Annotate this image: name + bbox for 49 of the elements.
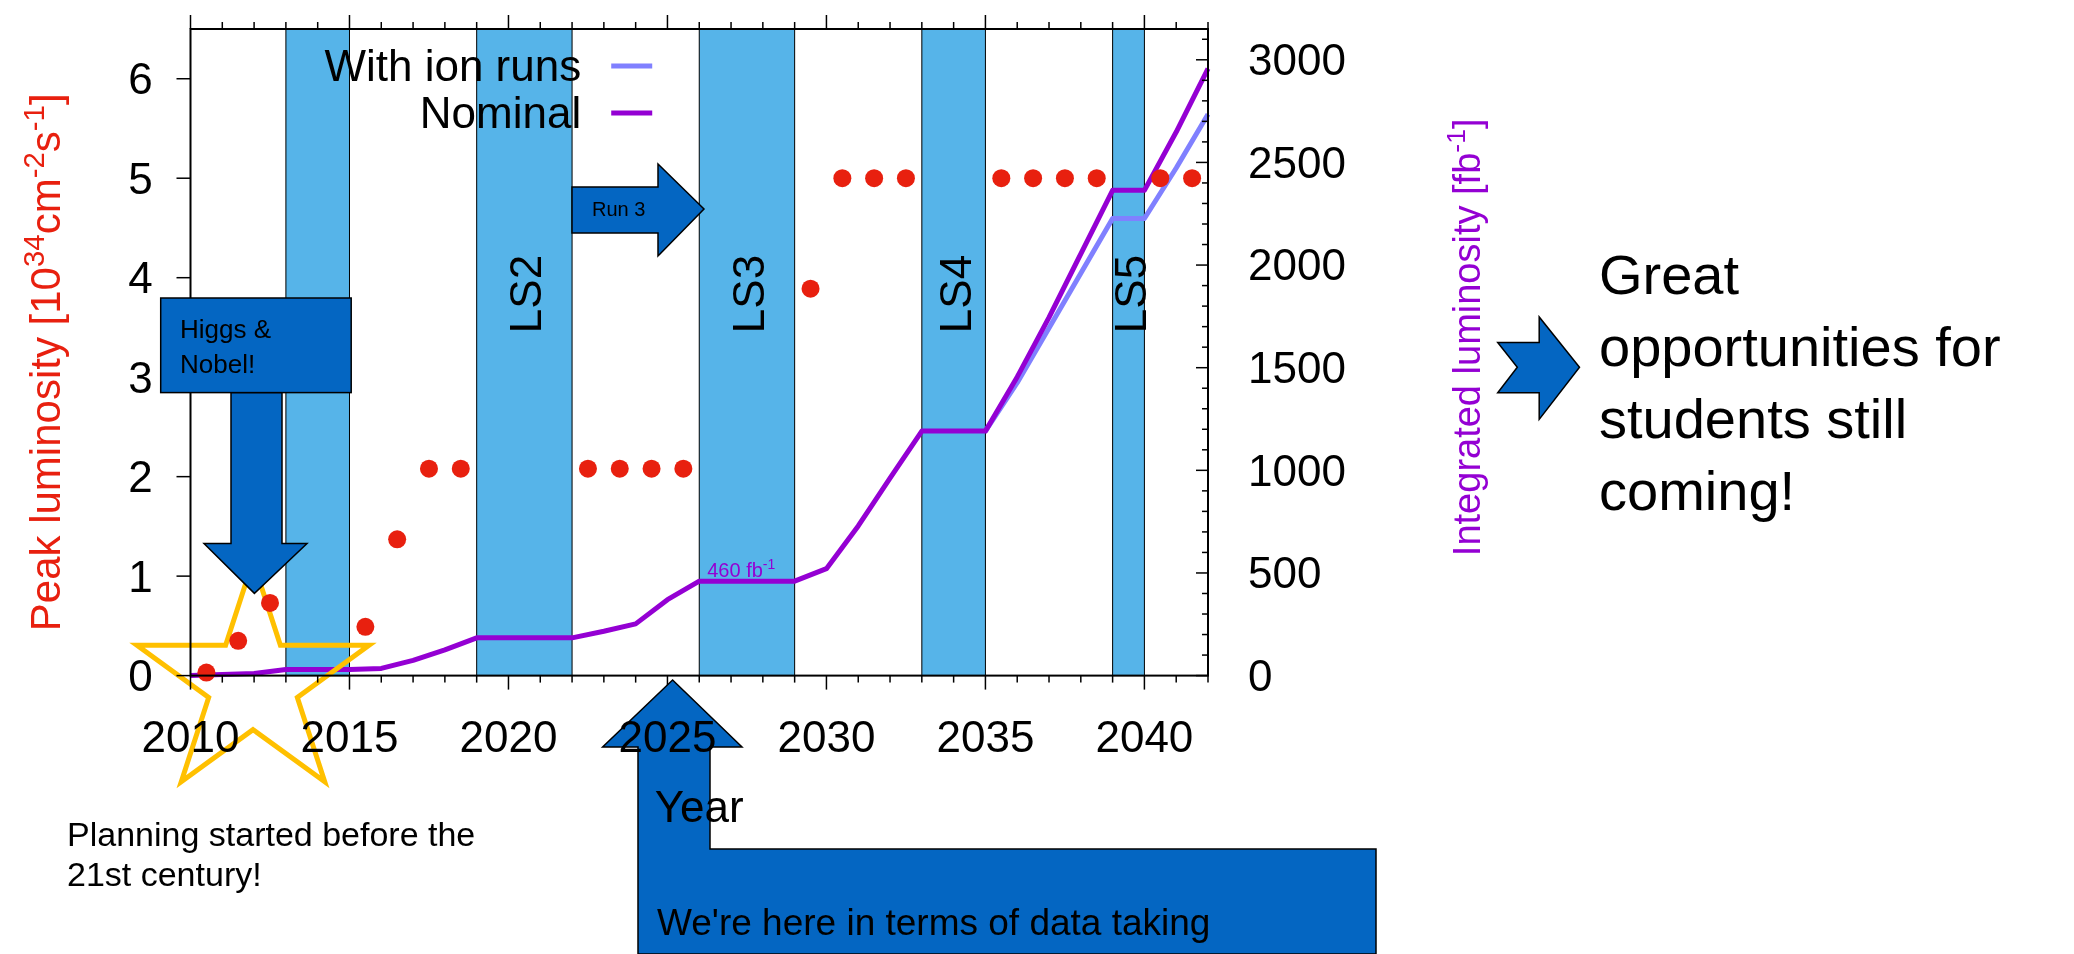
point: [992, 169, 1011, 188]
point: [451, 459, 470, 478]
point: [1151, 169, 1170, 188]
y-tick-label: 6: [128, 54, 153, 104]
point: [419, 459, 438, 478]
x-tick-label: 2040: [1095, 711, 1194, 761]
point: [1055, 169, 1074, 188]
y-tick-label: 2: [128, 452, 153, 502]
x-tick-label: 2020: [459, 711, 558, 761]
y-tick-label: 3: [128, 352, 153, 402]
annotation: Run 3: [592, 198, 646, 220]
point: [674, 459, 693, 478]
y2-tick-label: 500: [1248, 548, 1322, 598]
point: [801, 279, 820, 298]
point: [642, 459, 661, 478]
annotation: Higgs & Nobel!: [180, 314, 272, 379]
band-label: LS4: [930, 254, 980, 334]
y2-tick-label: 1000: [1248, 445, 1346, 495]
point: [1024, 169, 1043, 188]
y2-tick-label: 2000: [1248, 240, 1346, 290]
y-tick-label: 5: [128, 153, 153, 203]
y2-tick-label: 0: [1248, 651, 1273, 700]
point: [578, 459, 597, 478]
point: [388, 530, 407, 549]
point: [1183, 169, 1202, 188]
band-label: LS5: [1105, 254, 1155, 334]
x-tick-label: 2030: [777, 711, 876, 761]
y2-tick-label: 3000: [1248, 35, 1346, 85]
y-tick-label: 4: [128, 253, 153, 303]
point: [356, 617, 375, 636]
x-tick-label: 2025: [618, 711, 717, 761]
x-tick-label: 2035: [936, 711, 1035, 761]
band-label: LS2: [501, 254, 551, 334]
text: We're here in terms of data taking: [657, 902, 1211, 943]
y-tick-label: 0: [128, 651, 153, 700]
point: [1087, 169, 1106, 188]
point: [833, 169, 852, 188]
y2-tick-label: 2500: [1248, 137, 1346, 187]
text: Planning started before the 21st century!: [67, 815, 476, 893]
band-label: LS3: [723, 254, 773, 334]
text: Great opportunities for students still coming!: [1599, 243, 2001, 522]
annotation: 460 fb$^{-1}$: [707, 556, 776, 582]
point: [229, 631, 248, 650]
point: [896, 169, 915, 188]
y2-tick-label: 1500: [1248, 343, 1346, 393]
point: [260, 593, 279, 612]
point: [610, 459, 629, 478]
point: [865, 169, 884, 188]
y-tick-label: 1: [128, 551, 153, 601]
